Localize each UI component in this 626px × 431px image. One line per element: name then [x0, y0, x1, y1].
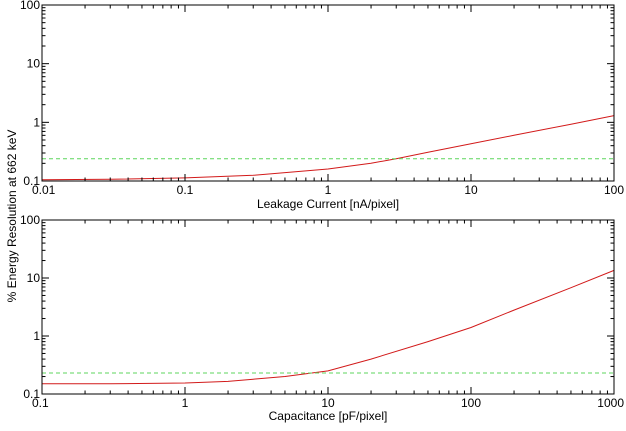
- x-tick-label: 1000: [597, 396, 624, 410]
- x-tick-label: 100: [604, 183, 624, 197]
- y-tick-label: 1: [33, 115, 40, 129]
- x-tick-label: 0.1: [32, 396, 49, 410]
- y-tick-label: 100: [20, 213, 40, 227]
- x-tick-label: 10: [321, 396, 335, 410]
- x-tick-label: 0.01: [32, 183, 56, 197]
- x-tick-label: 1: [182, 396, 189, 410]
- y-tick-label: 10: [27, 271, 41, 285]
- capacitance-panel: 0.1 1 10 100 1000 0.1 1 10 100 Capacitance [pF/pi…: [20, 213, 624, 423]
- x-tick-label: 100: [461, 396, 481, 410]
- y-tick-label: 10: [27, 57, 41, 71]
- y-tick-label: 0.1: [23, 174, 40, 188]
- leakage-plot-frame: [41, 4, 615, 182]
- x-tick-label: 10: [464, 183, 478, 197]
- x-tick-label: 0.1: [177, 183, 194, 197]
- y-tick-label: 0.1: [23, 387, 40, 401]
- x-tick-label: 1: [325, 183, 332, 197]
- capacitance-resolution-curve: [42, 269, 615, 385]
- y-axis-label: % Energy Resolution at 662 keV: [5, 130, 19, 303]
- x-axis-label: Leakage Current [nA/pixel]: [257, 197, 399, 211]
- y-tick-label: 100: [20, 0, 40, 12]
- y-tick-label: 1: [33, 329, 40, 343]
- capacitance-plot-frame: [41, 219, 615, 395]
- leakage-resolution-curve: [41, 115, 615, 181]
- x-axis-label: Capacitance [pF/pixel]: [269, 409, 388, 423]
